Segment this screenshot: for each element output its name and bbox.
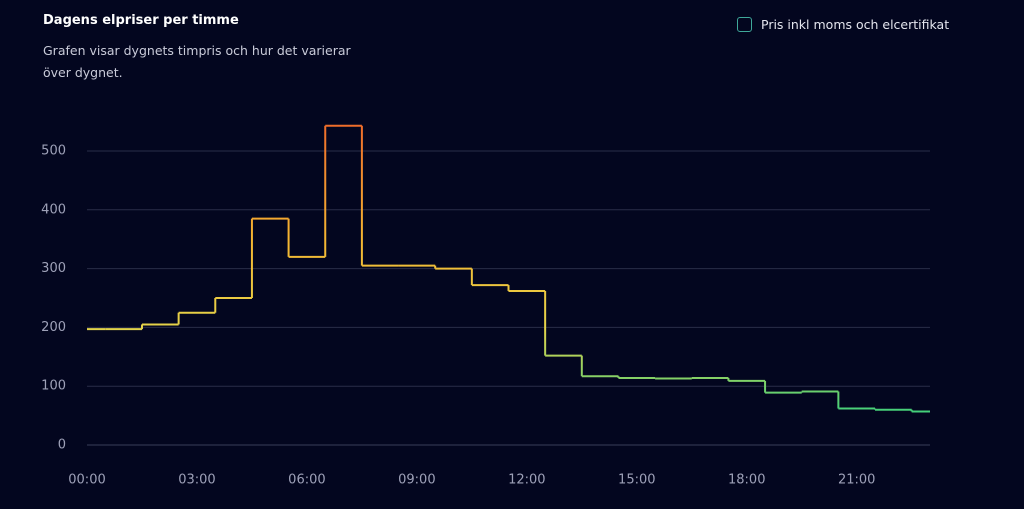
chart-title: Dagens elpriser per timme bbox=[43, 13, 239, 28]
legend-toggle[interactable]: Pris inkl moms och elcertifikat bbox=[737, 17, 949, 32]
y-tick-label: 100 bbox=[41, 379, 66, 394]
x-tick-label: 06:00 bbox=[288, 473, 325, 488]
x-tick-label: 12:00 bbox=[508, 473, 545, 488]
chart-subtitle: Grafen visar dygnets timpris och hur det… bbox=[43, 43, 351, 80]
x-tick-label: 21:00 bbox=[838, 473, 875, 488]
y-tick-label: 200 bbox=[41, 320, 66, 335]
y-tick-label: 300 bbox=[41, 261, 66, 276]
x-tick-label: 18:00 bbox=[728, 473, 765, 488]
y-tick-label: 500 bbox=[41, 144, 66, 159]
x-tick-label: 03:00 bbox=[178, 473, 215, 488]
x-tick-label: 00:00 bbox=[68, 473, 105, 488]
y-tick-label: 0 bbox=[58, 438, 66, 453]
legend-label: Pris inkl moms och elcertifikat bbox=[761, 17, 950, 32]
y-tick-label: 400 bbox=[41, 202, 66, 217]
checkbox[interactable] bbox=[737, 17, 752, 32]
x-tick-label: 09:00 bbox=[398, 473, 435, 488]
x-tick-label: 15:00 bbox=[618, 473, 655, 488]
